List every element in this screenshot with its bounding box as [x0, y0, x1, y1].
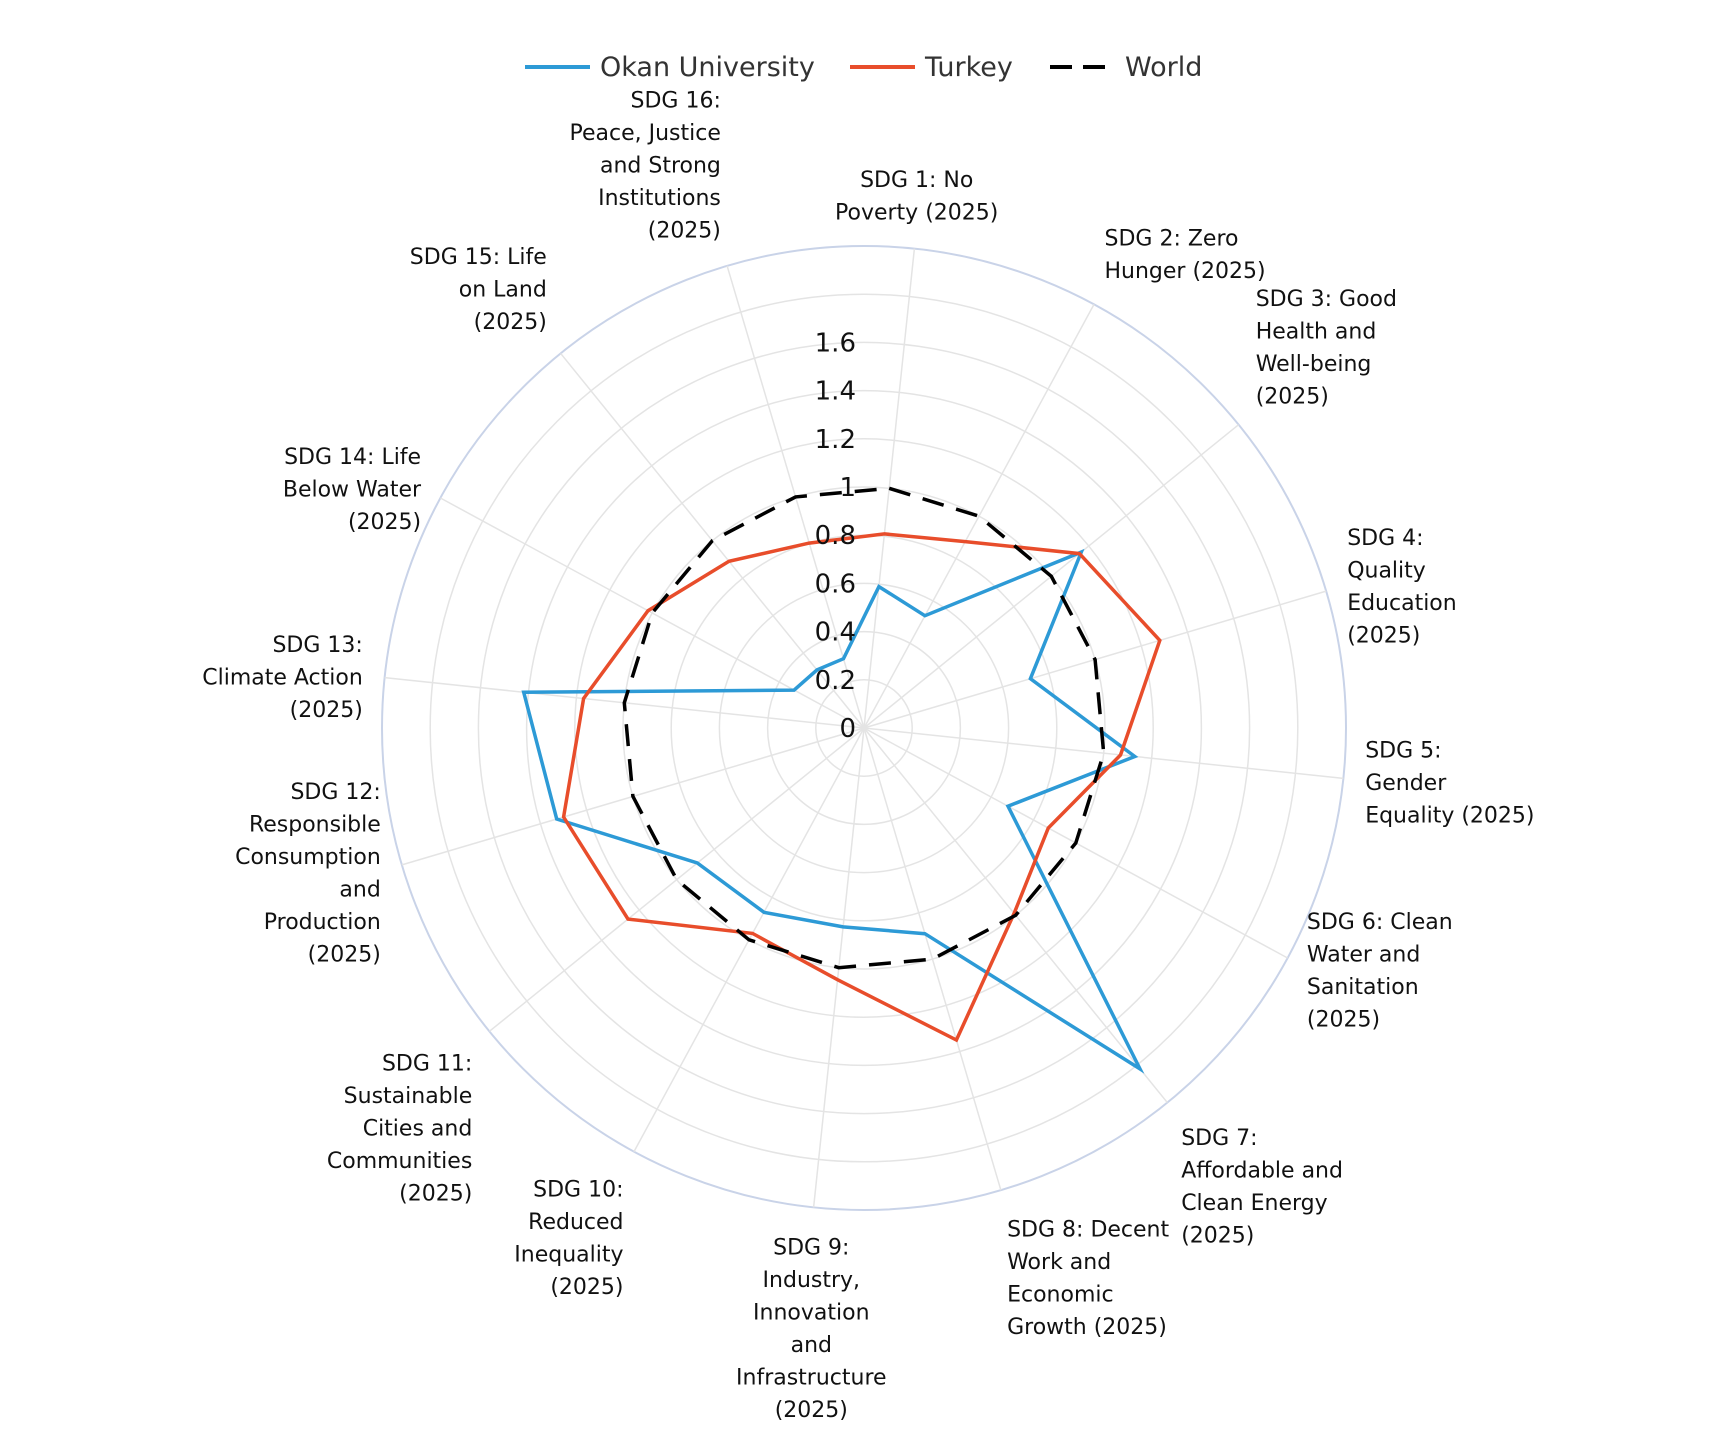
category-label: SDG 16: Peace, Justice and Strong Instituti… [570, 89, 721, 244]
grid-ring [718, 582, 1010, 874]
grid-spoke [863, 248, 916, 729]
radial-tick-label: 0 [839, 714, 856, 744]
category-label: SDG 3: Good Health and Well-being (2025) [1256, 287, 1397, 410]
grid-spoke [863, 727, 1344, 780]
legend-label: Turkey [924, 52, 1013, 83]
grid-ring [525, 389, 1203, 1067]
category-label: SDG 8: Decent Work and Economic Growth (202… [1007, 1218, 1169, 1341]
legend-label: Okan University [600, 52, 815, 83]
radial-tick-label: 0.4 [815, 618, 856, 648]
grid-spoke [863, 727, 1002, 1191]
legend-item[interactable]: World [1050, 52, 1202, 83]
radial-tick-label: 1.2 [815, 425, 856, 455]
category-label: SDG 12: Responsible Consumption and Producti… [235, 780, 381, 968]
grid-ring [815, 679, 913, 777]
grid-ring [574, 438, 1154, 1018]
category-label: SDG 6: Clean Water and Sanitation (2025) [1307, 910, 1453, 1033]
category-labels: SDG 1: No Poverty (2025) SDG 2: Zero Hunger… [202, 89, 1534, 1424]
radial-tick-label: 1.6 [815, 328, 856, 358]
category-label: SDG 11: Sustainable Cities and Communities(… [327, 1052, 472, 1207]
category-label: SDG 2: Zero Hunger (2025) [1105, 226, 1266, 284]
grid-spoke [488, 727, 865, 1032]
category-label: SDG 1: No Poverty (2025) [835, 168, 998, 226]
grid-spoke [863, 304, 1095, 729]
series-line-okan-university [521, 548, 1145, 1074]
outer-ring [381, 245, 1347, 1211]
radial-tick-label: 0.6 [815, 569, 856, 599]
category-label: SDG 13: Climate Action (2025) [202, 633, 363, 723]
radar-series [521, 486, 1162, 1074]
legend: Okan University Turkey World [525, 52, 1202, 83]
radar-grid [381, 245, 1347, 1211]
category-label: SDG 9: Industry, Innovation and Infrastructu… [736, 1236, 887, 1424]
series-line-world [622, 486, 1106, 970]
series-line-turkey [561, 532, 1162, 1043]
grid-ring [429, 293, 1299, 1163]
legend-label: World [1125, 52, 1202, 83]
category-label: SDG 4: Quality Education (2025) [1347, 526, 1457, 649]
category-label: SDG 7: Affordable and Clean Energy (2025) [1181, 1126, 1343, 1249]
category-label: SDG 14: Life Below Water (2025) [283, 445, 422, 535]
radial-tick-label: 0.8 [815, 521, 856, 551]
grid-ring [622, 486, 1106, 970]
radial-tick-label: 1.4 [815, 377, 856, 407]
category-label: SDG 5: Gender Equality (2025) [1365, 738, 1534, 828]
legend-item[interactable]: Okan University [525, 52, 815, 83]
grid-ring [766, 630, 962, 826]
radial-tick-labels: 0 0.2 0.4 0.6 0.8 1 1.2 1.4 1.6 [815, 328, 856, 744]
radial-tick-label: 1 [839, 473, 856, 503]
radial-tick-label: 0.2 [815, 666, 856, 696]
grid-ring [477, 341, 1251, 1115]
category-label: SDG 10: Reduced Inequality (2025) [514, 1177, 623, 1300]
legend-item[interactable]: Turkey [850, 52, 1013, 83]
category-label: SDG 15: Life on Land (2025) [410, 245, 547, 335]
grid-spoke [440, 497, 865, 729]
